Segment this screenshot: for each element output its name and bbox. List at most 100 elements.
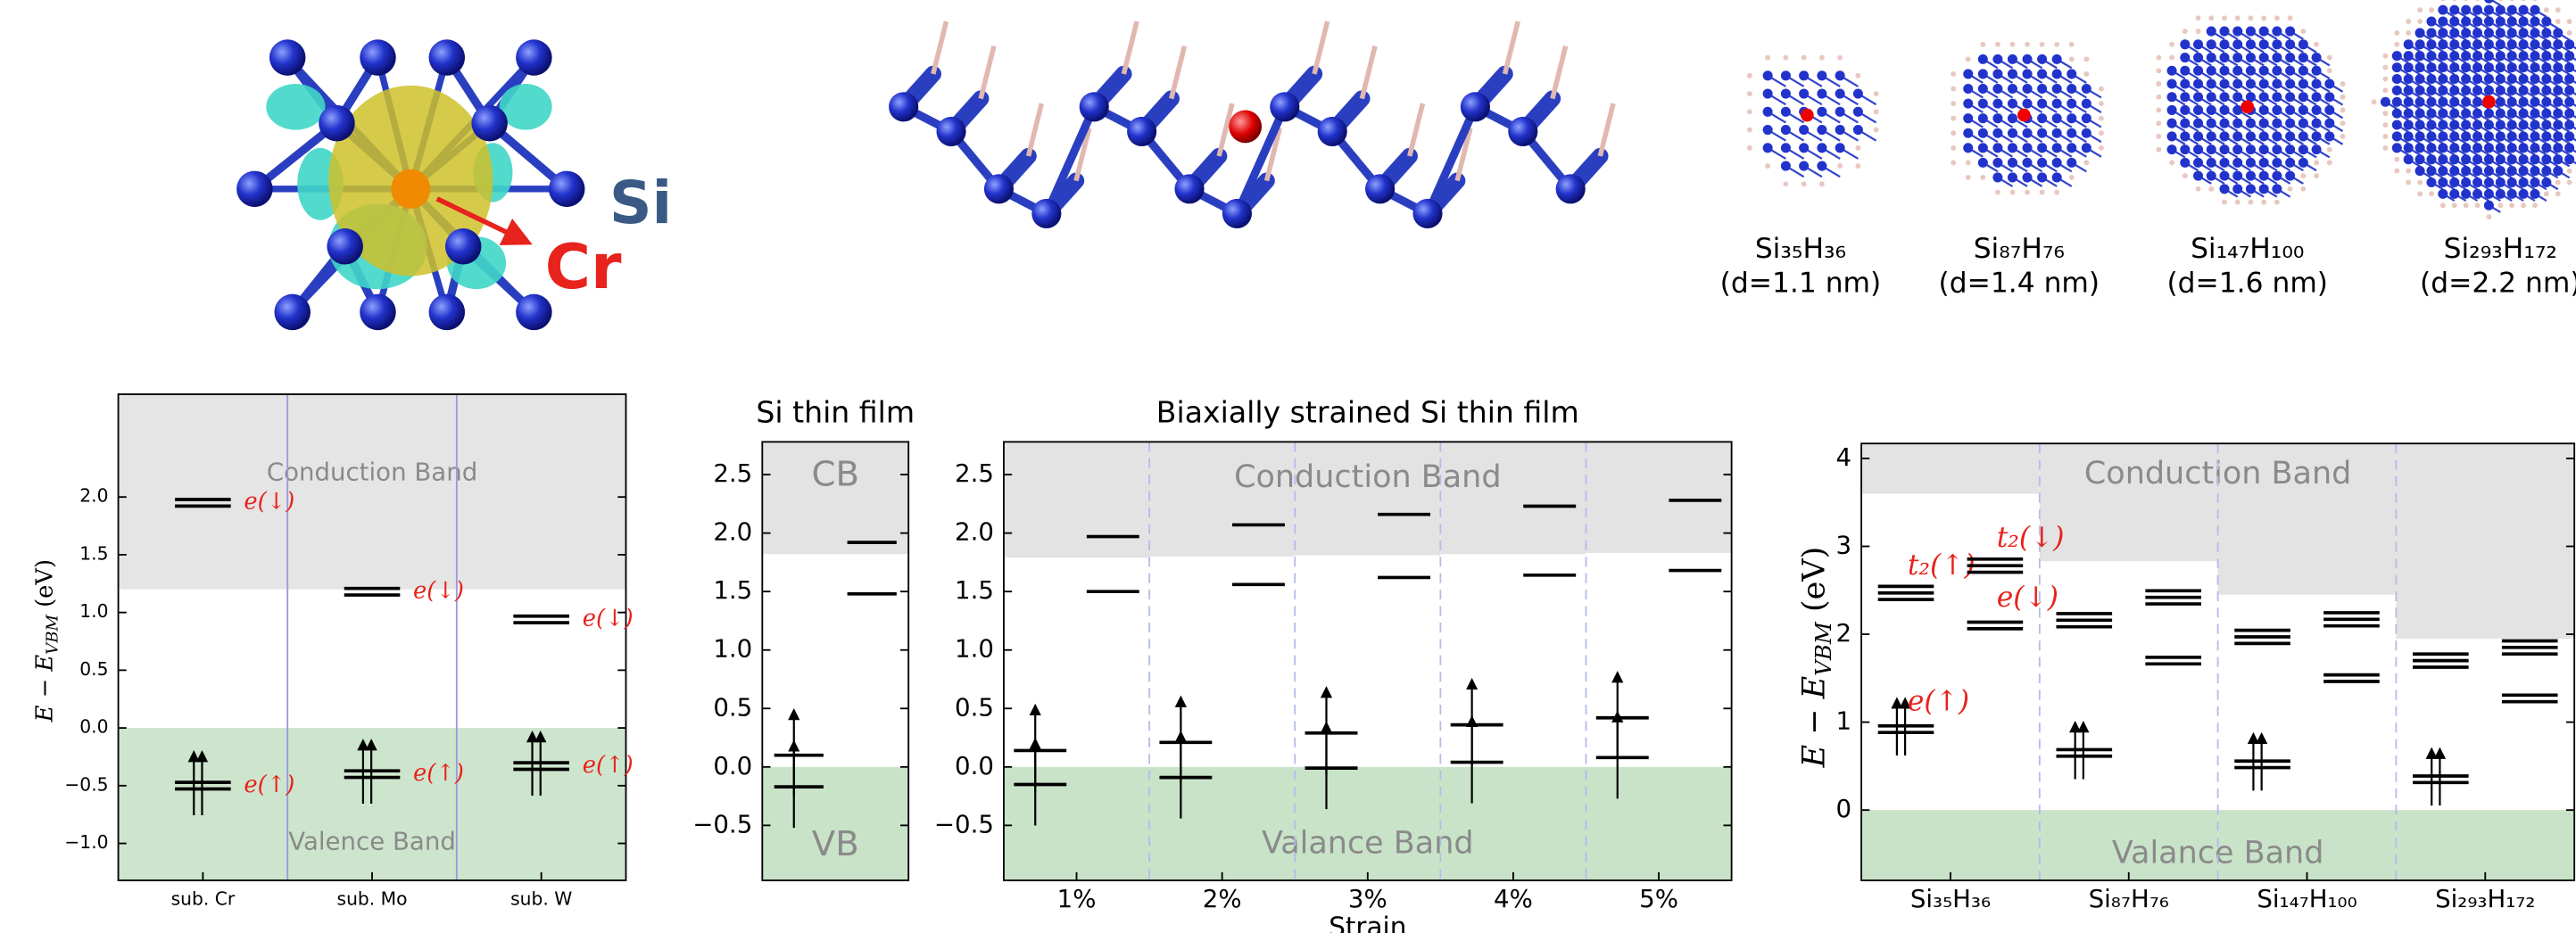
y-tick-label: 1.5 bbox=[79, 542, 108, 564]
atom bbox=[2507, 189, 2517, 199]
atom bbox=[1365, 174, 1395, 203]
atom bbox=[1978, 54, 1988, 64]
atom bbox=[1978, 143, 1988, 153]
atom bbox=[2232, 144, 2242, 154]
atom bbox=[2246, 53, 2256, 62]
atom bbox=[2285, 171, 2295, 181]
atom bbox=[2180, 92, 2190, 102]
atom bbox=[516, 39, 552, 76]
h-atom bbox=[2010, 190, 2016, 195]
atom bbox=[2426, 178, 2436, 187]
atom bbox=[2461, 131, 2471, 141]
h-atom bbox=[1747, 109, 1752, 114]
band-label: Conduction Band bbox=[1234, 459, 1501, 495]
h-atom bbox=[2555, 7, 2561, 12]
atom bbox=[2272, 78, 2282, 88]
atom bbox=[2530, 120, 2539, 130]
atom bbox=[2519, 39, 2529, 49]
atom bbox=[2312, 131, 2322, 141]
atom bbox=[2415, 51, 2425, 61]
atom bbox=[2207, 39, 2216, 49]
h-atom bbox=[2327, 147, 2332, 153]
atom bbox=[2082, 128, 2091, 138]
atom bbox=[2259, 39, 2269, 49]
h-atom bbox=[2567, 169, 2572, 174]
page: Si Cr Si₃₅H₃₆(d=1.1 nm)Si₈₇H₇₆(d=1.4 nm)… bbox=[0, 0, 2576, 933]
h-atom bbox=[1951, 130, 1956, 136]
atom bbox=[2299, 105, 2308, 115]
atom bbox=[2426, 51, 2436, 61]
atom bbox=[2426, 28, 2436, 37]
h-atom bbox=[1951, 101, 1956, 106]
atom bbox=[1174, 174, 1204, 203]
y-tick-label: 2.0 bbox=[713, 517, 752, 547]
atom bbox=[2461, 5, 2471, 15]
nanocluster bbox=[1747, 55, 1879, 187]
atom bbox=[2484, 17, 2494, 27]
atom bbox=[2449, 97, 2459, 107]
atom bbox=[2519, 189, 2529, 199]
atom bbox=[2037, 158, 2047, 168]
atom bbox=[2507, 143, 2517, 153]
atom bbox=[2246, 78, 2256, 88]
atom bbox=[2507, 5, 2517, 15]
h-atom bbox=[2532, 0, 2538, 1]
atom bbox=[2052, 143, 2062, 153]
h-atom bbox=[2156, 68, 2161, 73]
atom bbox=[1978, 69, 1988, 78]
atom bbox=[2519, 166, 2529, 176]
atom bbox=[1992, 158, 2002, 168]
atom bbox=[2193, 78, 2203, 88]
atom bbox=[2530, 154, 2539, 164]
atom bbox=[2461, 86, 2471, 95]
atom bbox=[2404, 120, 2414, 130]
atom bbox=[2232, 39, 2242, 49]
atom bbox=[2193, 66, 2203, 76]
y-tick-label: 2.0 bbox=[79, 485, 108, 507]
atom bbox=[2023, 172, 2033, 182]
h-atom bbox=[2340, 134, 2346, 139]
atom bbox=[2167, 66, 2177, 76]
h-atom bbox=[1966, 160, 1971, 165]
atom bbox=[2232, 92, 2242, 102]
atom bbox=[2519, 143, 2529, 153]
level-label: e(↑) bbox=[244, 772, 294, 798]
energy-level-chart: CBVB−0.50.00.51.01.52.02.5Si thin film bbox=[692, 395, 915, 880]
atom bbox=[2461, 39, 2471, 49]
y-axis-label-unit: (eV) bbox=[1796, 547, 1832, 622]
atom bbox=[2219, 66, 2229, 76]
h-atom bbox=[2261, 200, 2266, 205]
atom bbox=[2438, 120, 2448, 130]
atom bbox=[2438, 62, 2448, 72]
atom bbox=[2207, 119, 2216, 128]
h-atom bbox=[1995, 42, 2000, 47]
atom bbox=[2519, 86, 2529, 95]
atom bbox=[1799, 89, 1809, 99]
atom bbox=[2484, 39, 2494, 49]
atom bbox=[2564, 120, 2574, 130]
atom bbox=[2272, 39, 2282, 49]
atom bbox=[2507, 74, 2517, 84]
atom bbox=[1781, 125, 1791, 135]
atom bbox=[1835, 143, 1845, 153]
atom bbox=[1781, 89, 1791, 99]
atom bbox=[2496, 189, 2506, 199]
h-atom bbox=[2156, 134, 2161, 139]
atom bbox=[2449, 166, 2459, 176]
atom bbox=[2415, 166, 2425, 176]
atom bbox=[2037, 128, 2047, 138]
atom bbox=[2530, 189, 2539, 199]
x-tick-label: 2% bbox=[1203, 884, 1242, 913]
h-atom bbox=[2156, 95, 2161, 100]
atom bbox=[2285, 27, 2295, 37]
atom bbox=[2484, 51, 2494, 61]
atom bbox=[2232, 184, 2242, 194]
atom bbox=[1222, 199, 1252, 228]
h-bond bbox=[1410, 103, 1423, 156]
atom bbox=[2438, 74, 2448, 84]
atom bbox=[1853, 89, 1863, 99]
atom bbox=[1763, 107, 1773, 117]
atom bbox=[1817, 107, 1826, 117]
atom bbox=[2052, 99, 2062, 109]
atom bbox=[2415, 97, 2425, 107]
